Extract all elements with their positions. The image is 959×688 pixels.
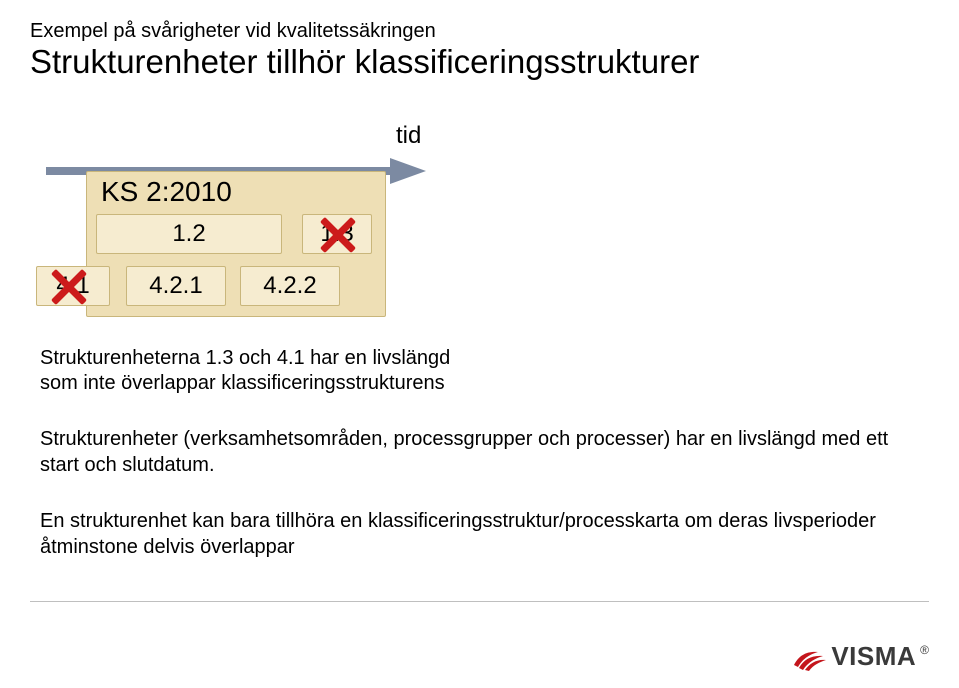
unit-u422: 4.2.2 [240,266,340,306]
logo-text: VISMA [831,641,916,672]
slide-title: Strukturenheter tillhör klassificeringss… [30,44,929,80]
footer-divider [30,601,929,602]
time-axis-label: tid [396,122,421,150]
unit-u41: 4.1 [36,266,110,306]
slide-subtitle: Exempel på svårigheter vid kvalitetssäkr… [30,20,929,42]
brand-logo: VISMA ® [793,641,929,672]
unit-u12: 1.2 [96,214,282,254]
ks-container-label: KS 2:2010 [101,176,232,208]
logo-mark-icon [793,643,827,671]
diagram-caption: Strukturenheterna 1.3 och 4.1 har en liv… [40,346,929,396]
unit-u13: 1.3 [302,214,372,254]
timeline-diagram: tid KS 2:2010 1.2 1.3 4.1 4.2.1 4.2.2 [36,108,576,328]
unit-u421: 4.2.1 [126,266,226,306]
logo-registered-icon: ® [920,643,929,657]
paragraph-2: En strukturenhet kan bara tillhöra en kl… [40,508,920,560]
paragraph-1: Strukturenheter (verksamhetsområden, pro… [40,426,920,478]
